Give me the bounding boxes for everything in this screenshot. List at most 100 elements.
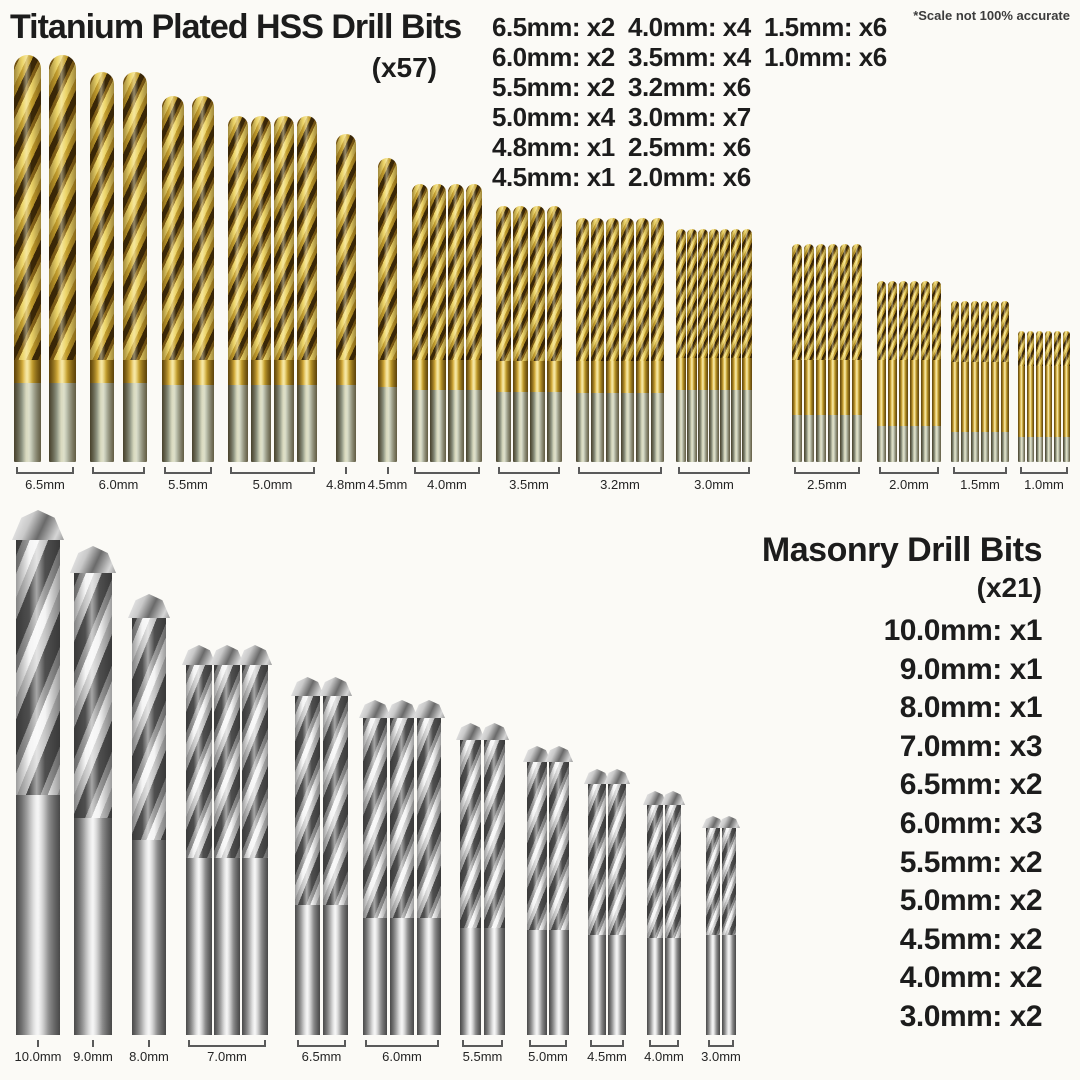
hss-drill-bit [1001, 301, 1009, 462]
carbide-tip [718, 816, 740, 828]
hss-drill-bit [513, 206, 528, 462]
drill-bit-flutes [549, 762, 569, 930]
drill-bit-shank [460, 928, 481, 1035]
size-label: 2.5mm [807, 477, 847, 492]
masonry-drill-bit [480, 723, 509, 1035]
hss-drill-bit [698, 229, 708, 462]
group-bracket [529, 1040, 567, 1047]
drill-bit-shank [588, 935, 606, 1035]
group-bracket [649, 1040, 679, 1047]
size-label: 1.5mm [960, 477, 1000, 492]
hss-drill-bit [981, 301, 989, 462]
carbide-tip [319, 677, 352, 696]
hss-drill-bit [1063, 331, 1070, 462]
masonry-spec-list: 10.0mm: x1 9.0mm: x1 8.0mm: x1 7.0mm: x3 6.5… [702, 612, 1043, 1037]
spec-item: 6.0mm: x3 [899, 806, 1043, 840]
drill-bit-flutes [460, 740, 481, 928]
spec-item: 3.0mm: x2 [899, 999, 1043, 1033]
spec-item: 3.0mm: x7 [628, 102, 751, 132]
drill-bit-shank [363, 918, 387, 1035]
drill-bit-shank [390, 918, 414, 1035]
hss-bit-group [1018, 331, 1070, 462]
drill-bit-shank [323, 905, 348, 1035]
drill-bit-flutes [608, 784, 626, 935]
size-label: 6.0mm [382, 1049, 422, 1064]
drill-bit-body [242, 665, 268, 1035]
size-label: 4.8mm [326, 477, 366, 492]
spec-item: 5.0mm: x2 [899, 884, 1043, 918]
drill-bit-shank [242, 858, 268, 1035]
drill-bit-shank [608, 935, 626, 1035]
drill-bit-flutes [665, 805, 681, 938]
masonry-drill-bit [661, 791, 685, 1035]
hss-drill-bit [274, 116, 294, 462]
hss-bit-group [877, 281, 941, 462]
masonry-drill-bit [604, 769, 630, 1035]
group-bracket [578, 467, 662, 474]
hss-spec-column: 1.5mm: x6 1.0mm: x6 [764, 12, 887, 72]
hss-drill-bit [123, 72, 147, 462]
drill-bit-body [186, 665, 212, 1035]
hss-drill-bit [877, 281, 886, 462]
spec-item: 6.0mm: x2 [492, 42, 615, 72]
carbide-tip [523, 746, 551, 762]
hss-drill-bit [720, 229, 730, 462]
hss-bit-group [792, 244, 862, 462]
hss-spec-column: 4.0mm: x4 3.5mm: x4 3.2mm: x6 3.0mm: x7 2.5m… [628, 12, 751, 192]
carbide-tip [604, 769, 630, 784]
size-label: 6.5mm [301, 1049, 342, 1064]
drill-bit-body [214, 665, 240, 1035]
drill-bit-shank [722, 935, 736, 1035]
hss-drill-bit [709, 229, 719, 462]
hss-bit-group [162, 96, 214, 462]
hss-drill-bit [251, 116, 271, 462]
spec-item: 5.5mm: x2 [899, 845, 1043, 879]
drill-bit-flutes [647, 805, 663, 938]
masonry-drill-bit [523, 746, 551, 1035]
drill-bit-flutes [527, 762, 547, 930]
group-bracket [879, 467, 939, 474]
hss-drill-bit [828, 244, 838, 462]
drill-bit-shank [527, 930, 547, 1035]
drill-bit-flutes [186, 665, 212, 858]
group-bracket [188, 1040, 266, 1047]
masonry-bit-group [291, 677, 352, 1035]
hss-drill-bit [961, 301, 969, 462]
hss-spec-column: 6.5mm: x2 6.0mm: x2 5.5mm: x2 5.0mm: x4 4.8m… [492, 12, 615, 192]
group-bracket [16, 467, 74, 474]
hss-drill-bit [547, 206, 562, 462]
size-label: 7.0mm [207, 1049, 247, 1064]
carbide-tip [702, 816, 724, 828]
spec-item: 4.5mm: x2 [899, 922, 1043, 956]
hss-bit-group [676, 229, 752, 462]
group-bracket [297, 1040, 346, 1047]
drill-bit-flutes [295, 696, 320, 905]
size-label: 3.0mm [694, 477, 734, 492]
drill-bit-shank [74, 818, 112, 1035]
drill-bit-flutes [363, 718, 387, 918]
group-bracket [708, 1040, 734, 1047]
masonry-drill-bit [413, 700, 445, 1035]
size-label: 4.5mm [587, 1049, 627, 1064]
drill-bit-flutes [417, 718, 441, 918]
hss-drill-bit [336, 134, 356, 462]
drill-bit-shank [549, 930, 569, 1035]
hss-bit-group [576, 218, 664, 462]
carbide-tip [12, 510, 64, 540]
hss-drill-bit [792, 244, 802, 462]
drill-bit-body [363, 718, 387, 1035]
drill-bit-body [132, 618, 166, 1035]
size-label: 5.0mm [528, 1049, 568, 1064]
drill-bit-body [323, 696, 348, 1035]
drill-bit-shank [132, 840, 166, 1035]
masonry-drill-bit [291, 677, 324, 1035]
drill-bit-shank [214, 858, 240, 1035]
hss-drill-bit [90, 72, 114, 462]
hss-bit-group [496, 206, 562, 462]
hss-drill-bit [530, 206, 545, 462]
hss-drill-bit [888, 281, 897, 462]
drill-bit-flutes [74, 573, 112, 818]
drill-bit-body [706, 828, 720, 1035]
drill-bit-shank [295, 905, 320, 1035]
masonry-bit-group [359, 700, 445, 1035]
